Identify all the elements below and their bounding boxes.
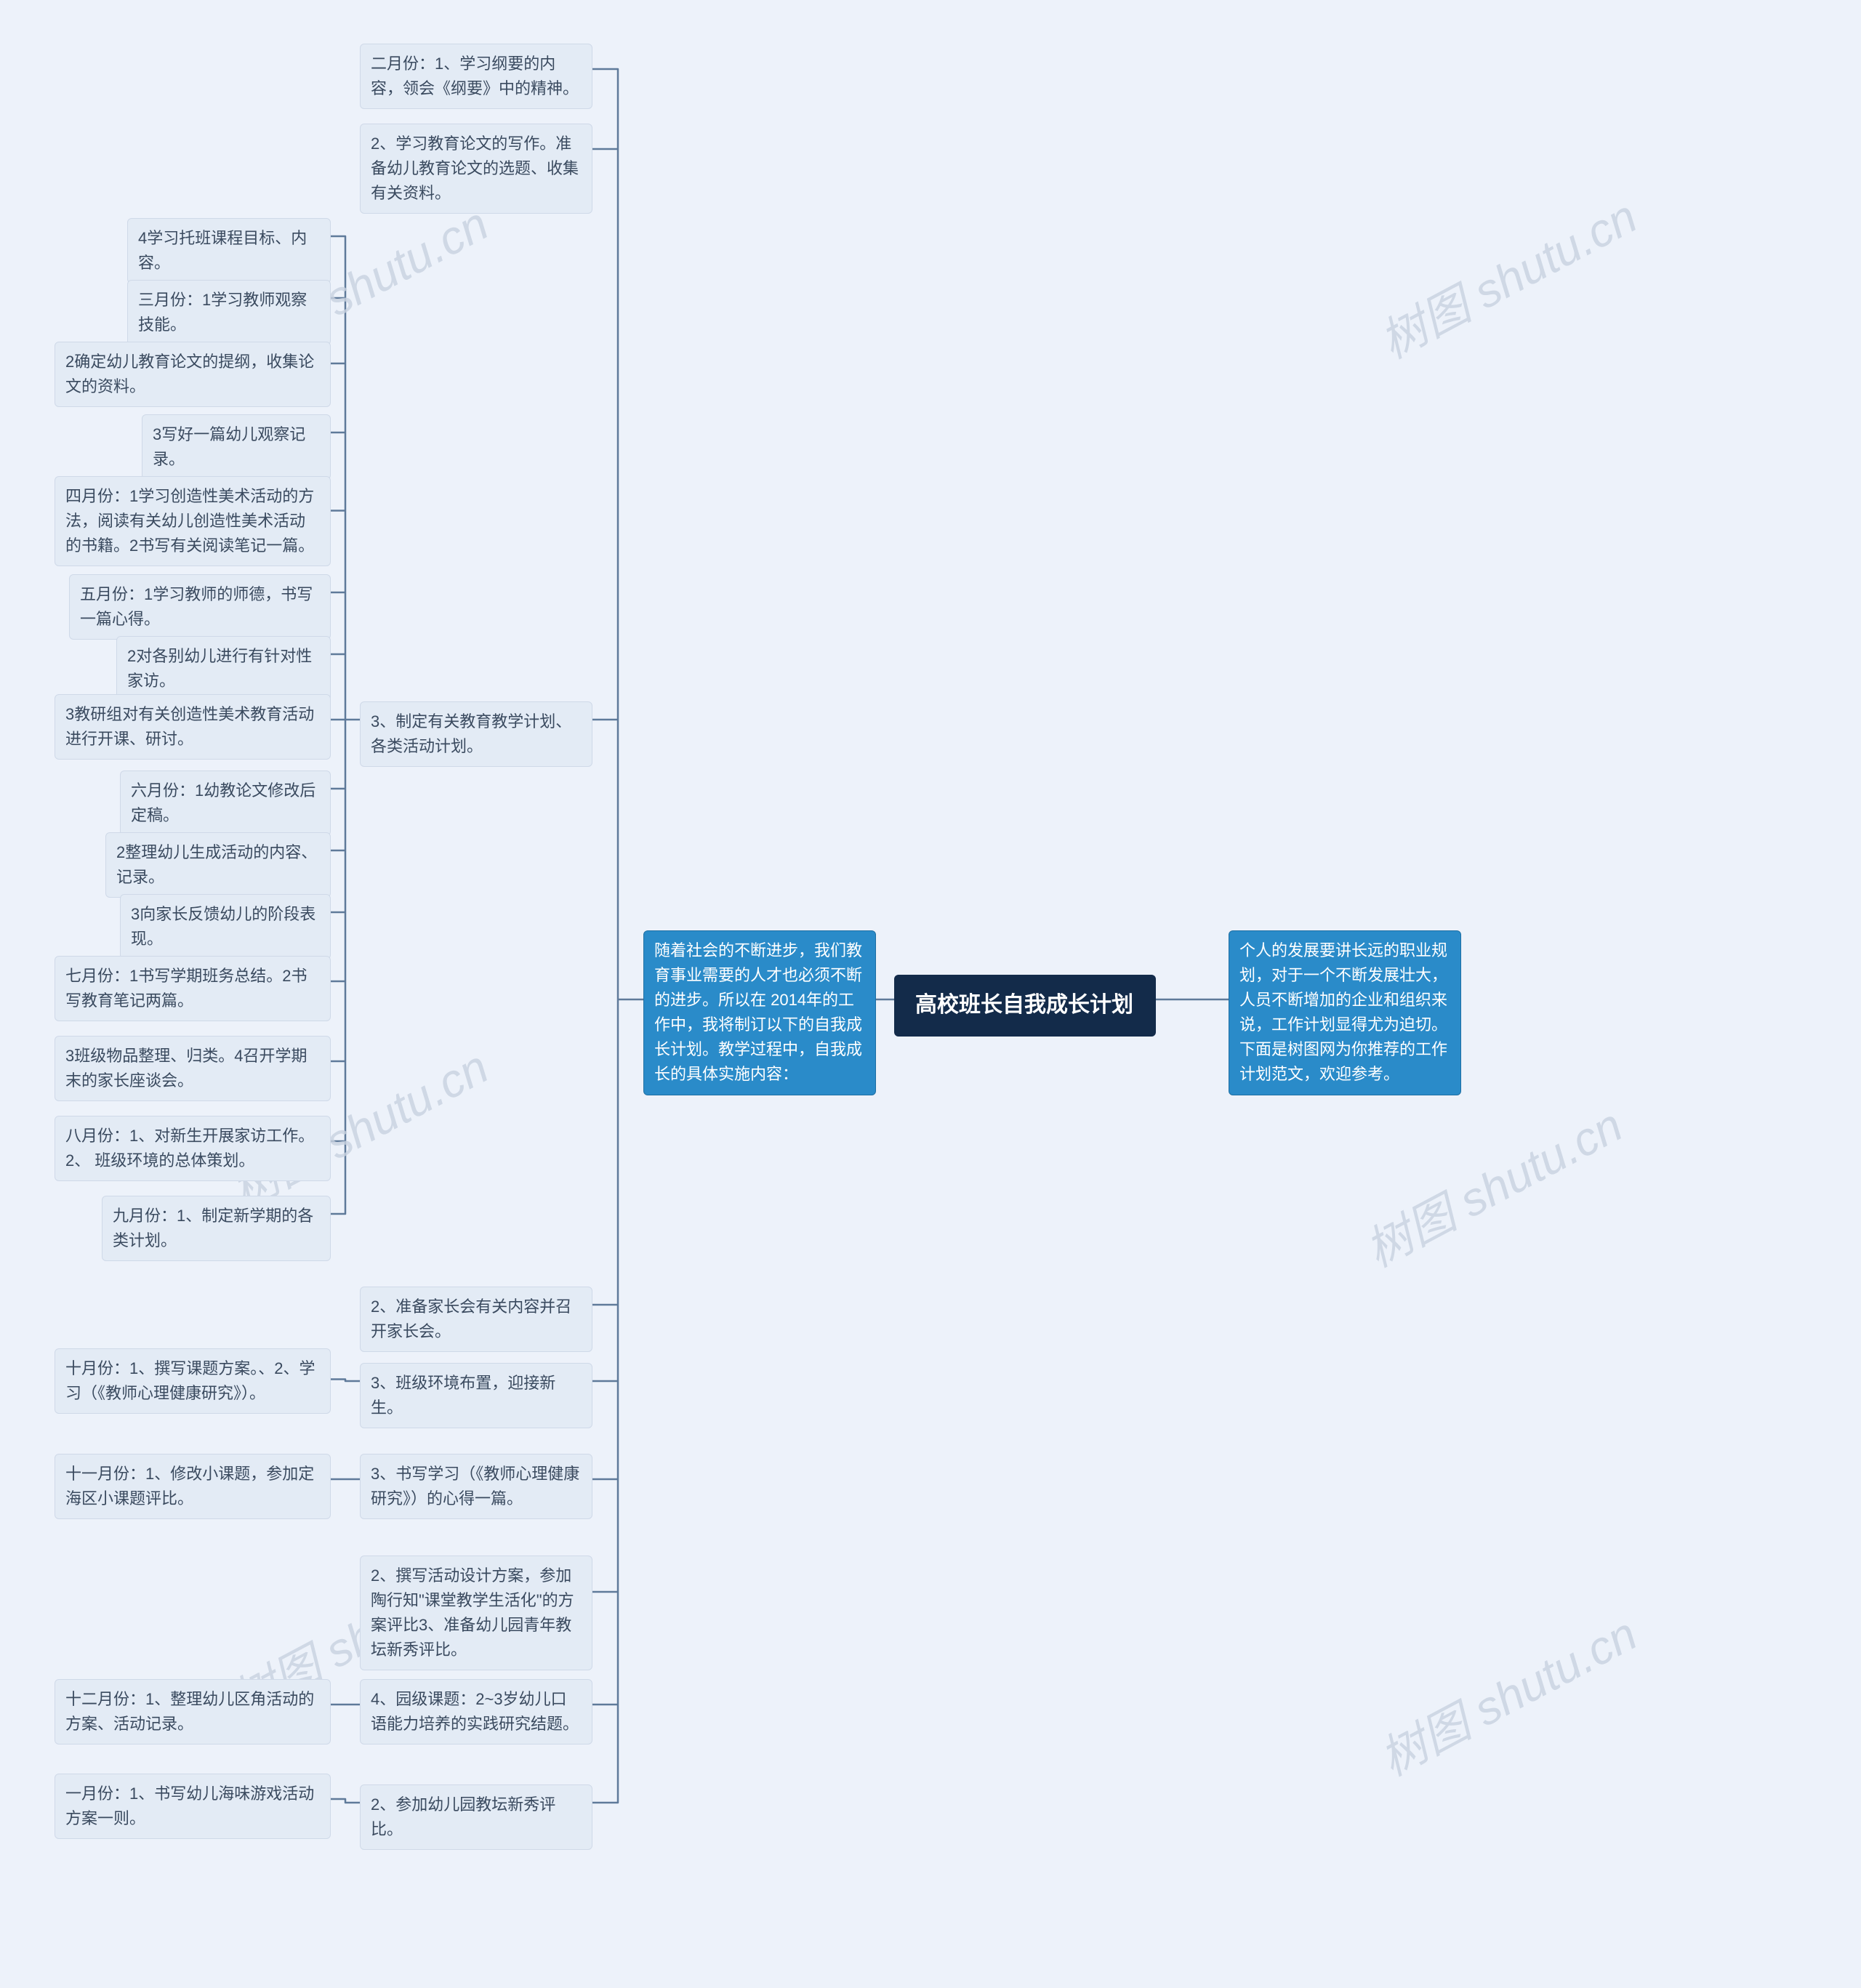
leaf-node: 3、班级环境布置，迎接新生。 [360,1363,592,1428]
leaf-node: 3向家长反馈幼儿的阶段表现。 [120,894,331,959]
leaf-node: 六月份：1幼教论文修改后定稿。 [120,770,331,836]
leaf-node: 2整理幼儿生成活动的内容、记录。 [105,832,331,898]
watermark: 树图 shutu.cn [1367,180,1647,371]
leaf-node: 七月份：1书写学期班务总结。2书写教育笔记两篇。 [55,956,331,1021]
hub-node: 个人的发展要讲长远的职业规划，对于一个不断发展壮大，人员不断增加的企业和组织来说… [1229,930,1461,1095]
leaf-node: 二月份：1、学习纲要的内容，领会《纲要》中的精神。 [360,44,592,109]
leaf-node: 四月份：1学习创造性美术活动的方法，阅读有关幼儿创造性美术活动的书籍。2书写有关… [55,476,331,566]
leaf-node: 十二月份：1、整理幼儿区角活动的方案、活动记录。 [55,1679,331,1744]
leaf-node: 十一月份：1、修改小课题，参加定海区小课题评比。 [55,1454,331,1519]
leaf-node: 一月份：1、书写幼儿海味游戏活动方案一则。 [55,1774,331,1839]
leaf-node: 八月份：1、对新生开展家访工作。2、 班级环境的总体策划。 [55,1116,331,1181]
leaf-node: 4、园级课题：2~3岁幼儿口语能力培养的实践研究结题。 [360,1679,592,1744]
leaf-node: 4学习托班课程目标、内容。 [127,218,331,283]
watermark: 树图 shutu.cn [1352,1089,1633,1280]
leaf-node: 2、准备家长会有关内容并召开家长会。 [360,1287,592,1352]
leaf-node: 3、书写学习（《教师心理健康研究》）的心得一篇。 [360,1454,592,1519]
watermark: 树图 shutu.cn [1367,1598,1647,1789]
leaf-node: 2、参加幼儿园教坛新秀评比。 [360,1784,592,1850]
leaf-node: 十月份：1、撰写课题方案。、2、学习（《教师心理健康研究》）。 [55,1348,331,1414]
leaf-node: 2、学习教育论文的写作。准备幼儿教育论文的选题、收集有关资料。 [360,124,592,214]
leaf-node: 三月份：1学习教师观察技能。 [127,280,331,345]
leaf-node: 3班级物品整理、归类。4召开学期末的家长座谈会。 [55,1036,331,1101]
leaf-node: 五月份：1学习教师的师德，书写一篇心得。 [69,574,331,640]
mindmap-stage: 树图 shutu.cn树图 shutu.cn树图 shutu.cn树图 shut… [0,0,1861,1988]
leaf-node: 2、撰写活动设计方案，参加陶行知"课堂教学生活化"的方案评比3、准备幼儿园青年教… [360,1556,592,1670]
leaf-node: 3教研组对有关创造性美术教育活动进行开课、研讨。 [55,694,331,760]
leaf-node: 2确定幼儿教育论文的提纲，收集论文的资料。 [55,342,331,407]
hub-node: 随着社会的不断进步，我们教育事业需要的人才也必须不断的进步。所以在 2014年的… [643,930,876,1095]
leaf-node: 3、制定有关教育教学计划、各类活动计划。 [360,701,592,767]
root-node: 高校班长自我成长计划 [894,975,1156,1037]
leaf-node: 2对各别幼儿进行有针对性家访。 [116,636,331,701]
leaf-node: 3写好一篇幼儿观察记录。 [142,414,331,480]
leaf-node: 九月份：1、制定新学期的各类计划。 [102,1196,331,1261]
